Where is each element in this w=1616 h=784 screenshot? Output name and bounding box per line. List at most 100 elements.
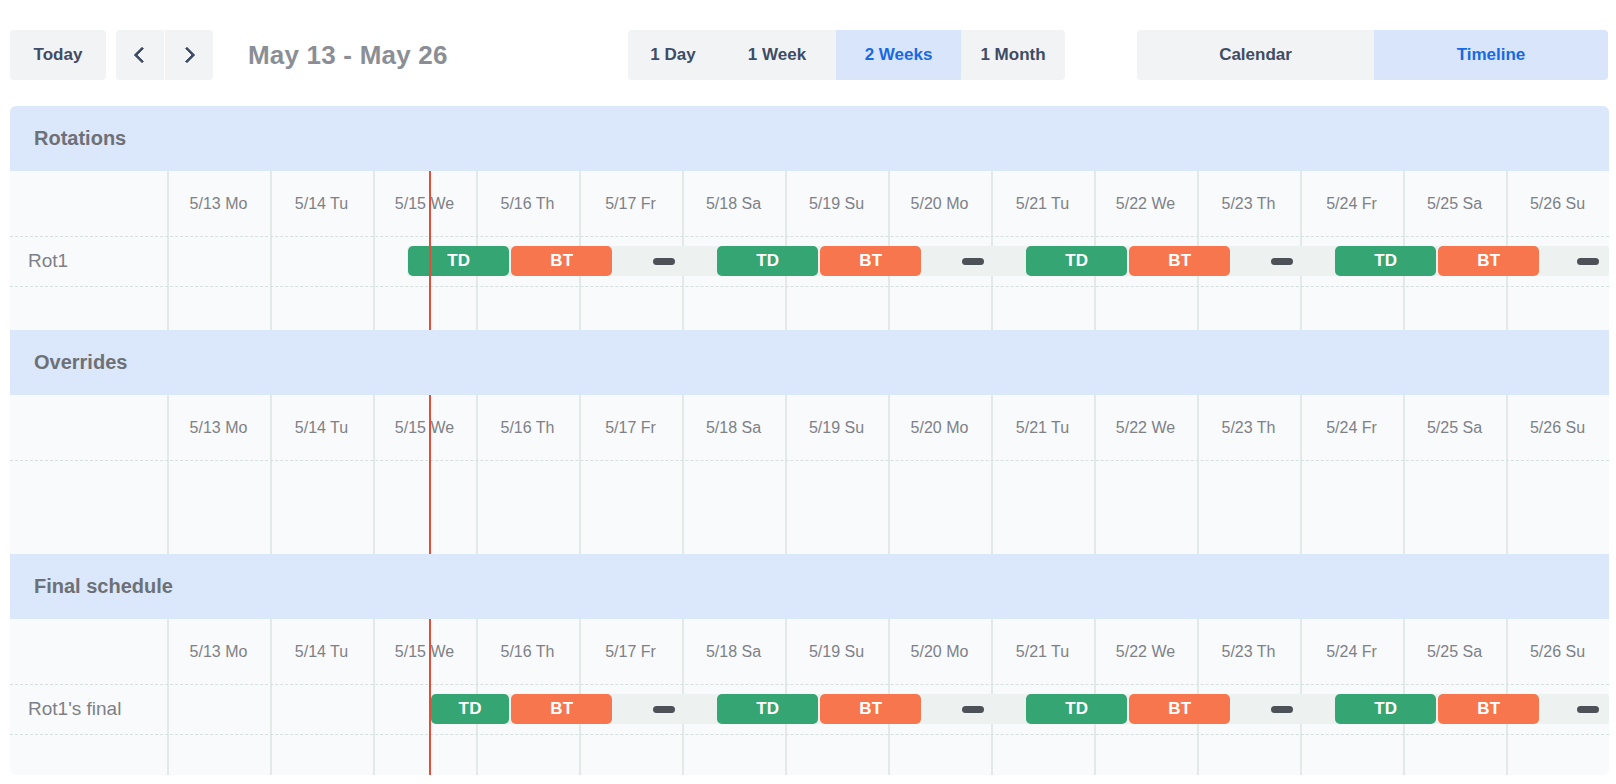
date-header-cell: 5/14 Tu	[270, 171, 373, 236]
date-nav	[116, 30, 213, 80]
date-header-cell: 5/20 Mo	[888, 395, 991, 460]
date-header-cell: 5/24 Fr	[1300, 619, 1403, 684]
date-header-cell: 5/20 Mo	[888, 171, 991, 236]
gap-marker-icon	[1271, 258, 1293, 265]
shift-bar-bt[interactable]: BT	[511, 694, 612, 724]
shift-bar-td[interactable]: TD	[717, 246, 818, 276]
toolbar: Today May 13 - May 26 1 Day1 Week2 Weeks…	[0, 30, 1616, 80]
current-time-line	[429, 395, 431, 554]
date-header-cell: 5/13 Mo	[167, 171, 270, 236]
date-header-cell: 5/15 We	[373, 171, 476, 236]
section-title: Final schedule	[34, 575, 173, 598]
shift-bar-bt[interactable]: BT	[1129, 694, 1230, 724]
row-divider	[10, 460, 1609, 461]
date-header-cell: 5/26 Su	[1506, 395, 1609, 460]
mode-option-calendar[interactable]: Calendar	[1137, 30, 1374, 80]
date-header-cell: 5/13 Mo	[167, 395, 270, 460]
date-header-cell: 5/18 Sa	[682, 171, 785, 236]
shift-bar-td[interactable]: TD	[1335, 694, 1436, 724]
section-zone-overrides: 5/13 Mo5/14 Tu5/15 We5/16 Th5/17 Fr5/18 …	[10, 395, 1609, 554]
shift-bar-bt[interactable]: BT	[1438, 694, 1539, 724]
date-header-cell: 5/17 Fr	[579, 619, 682, 684]
view-option-1-week[interactable]: 1 Week	[718, 30, 836, 80]
row-divider	[10, 236, 1609, 237]
shift-bar-td[interactable]: TD	[1026, 246, 1127, 276]
date-header-cell: 5/21 Tu	[991, 171, 1094, 236]
view-switcher: 1 Day1 Week2 Weeks1 Month	[628, 30, 1065, 80]
date-header-cell: 5/18 Sa	[682, 395, 785, 460]
gap-marker-icon	[962, 258, 984, 265]
section-header-final-schedule: Final schedule	[10, 554, 1609, 619]
shift-bar-td[interactable]: TD	[717, 694, 818, 724]
date-header-cell: 5/24 Fr	[1300, 395, 1403, 460]
date-header-cell: 5/23 Th	[1197, 171, 1300, 236]
date-header-cell: 5/26 Su	[1506, 171, 1609, 236]
date-header-cell: 5/14 Tu	[270, 395, 373, 460]
section-zone-rotations: 5/13 Mo5/14 Tu5/15 We5/16 Th5/17 Fr5/18 …	[10, 171, 1609, 330]
shift-bar-bt[interactable]: BT	[820, 246, 921, 276]
date-header-cell: 5/17 Fr	[579, 171, 682, 236]
gap-marker-icon	[653, 706, 675, 713]
schedule-page: Today May 13 - May 26 1 Day1 Week2 Weeks…	[0, 0, 1616, 784]
date-header-cell: 5/21 Tu	[991, 619, 1094, 684]
date-header-cell: 5/25 Sa	[1403, 171, 1506, 236]
date-header-cell: 5/23 Th	[1197, 619, 1300, 684]
view-option-1-month[interactable]: 1 Month	[961, 30, 1065, 80]
date-header-cell: 5/19 Su	[785, 395, 888, 460]
next-period-button[interactable]	[165, 30, 213, 80]
row-label-rot1-s-final: Rot1's final	[28, 684, 121, 734]
date-header-cell: 5/21 Tu	[991, 395, 1094, 460]
gap-marker-icon	[653, 258, 675, 265]
row-divider	[10, 734, 1609, 735]
section-title: Overrides	[34, 351, 127, 374]
shift-bar-bt[interactable]: BT	[511, 246, 612, 276]
mode-option-timeline[interactable]: Timeline	[1374, 30, 1608, 80]
mode-switcher: CalendarTimeline	[1137, 30, 1608, 80]
shift-bar-td[interactable]: TD	[431, 694, 509, 724]
shift-bar-bt[interactable]: BT	[820, 694, 921, 724]
view-option-2-weeks[interactable]: 2 Weeks	[836, 30, 961, 80]
shift-bar-bt[interactable]: BT	[1438, 246, 1539, 276]
shift-bar-bt[interactable]: BT	[1129, 246, 1230, 276]
chevron-left-icon	[134, 47, 151, 64]
gap-marker-icon	[1271, 706, 1293, 713]
gap-marker-icon	[1577, 706, 1599, 713]
date-header-cell: 5/14 Tu	[270, 619, 373, 684]
date-header-cell: 5/22 We	[1094, 171, 1197, 236]
date-header-cell: 5/25 Sa	[1403, 395, 1506, 460]
gap-marker-icon	[1577, 258, 1599, 265]
date-header-cell: 5/17 Fr	[579, 395, 682, 460]
date-header-cell: 5/22 We	[1094, 395, 1197, 460]
shift-bar-td[interactable]: TD	[1026, 694, 1127, 724]
view-option-1-day[interactable]: 1 Day	[628, 30, 718, 80]
date-header-cell: 5/19 Su	[785, 171, 888, 236]
date-range-title: May 13 - May 26	[248, 30, 448, 80]
row-label-rot1: Rot1	[28, 236, 68, 286]
prev-period-button[interactable]	[116, 30, 164, 80]
date-header-cell: 5/20 Mo	[888, 619, 991, 684]
shift-bar-td[interactable]: TD	[408, 246, 509, 276]
date-header-cell: 5/25 Sa	[1403, 619, 1506, 684]
section-zone-final-schedule: 5/13 Mo5/14 Tu5/15 We5/16 Th5/17 Fr5/18 …	[10, 619, 1609, 775]
today-button[interactable]: Today	[10, 30, 106, 80]
date-header-cell: 5/15 We	[373, 395, 476, 460]
date-header-cell: 5/15 We	[373, 619, 476, 684]
current-time-line	[429, 619, 431, 775]
date-header-cell: 5/18 Sa	[682, 619, 785, 684]
date-header-cell: 5/26 Su	[1506, 619, 1609, 684]
date-header-cell: 5/13 Mo	[167, 619, 270, 684]
section-header-overrides: Overrides	[10, 330, 1609, 395]
date-header-cell: 5/19 Su	[785, 619, 888, 684]
schedule-grid: Rotations5/13 Mo5/14 Tu5/15 We5/16 Th5/1…	[10, 106, 1609, 775]
row-divider	[10, 684, 1609, 685]
gap-marker-icon	[962, 706, 984, 713]
section-header-rotations: Rotations	[10, 106, 1609, 171]
date-header-cell: 5/16 Th	[476, 395, 579, 460]
date-header-cell: 5/16 Th	[476, 619, 579, 684]
date-header-cell: 5/16 Th	[476, 171, 579, 236]
shift-bar-td[interactable]: TD	[1335, 246, 1436, 276]
section-title: Rotations	[34, 127, 126, 150]
chevron-right-icon	[179, 47, 196, 64]
row-divider	[10, 286, 1609, 287]
date-header-cell: 5/22 We	[1094, 619, 1197, 684]
